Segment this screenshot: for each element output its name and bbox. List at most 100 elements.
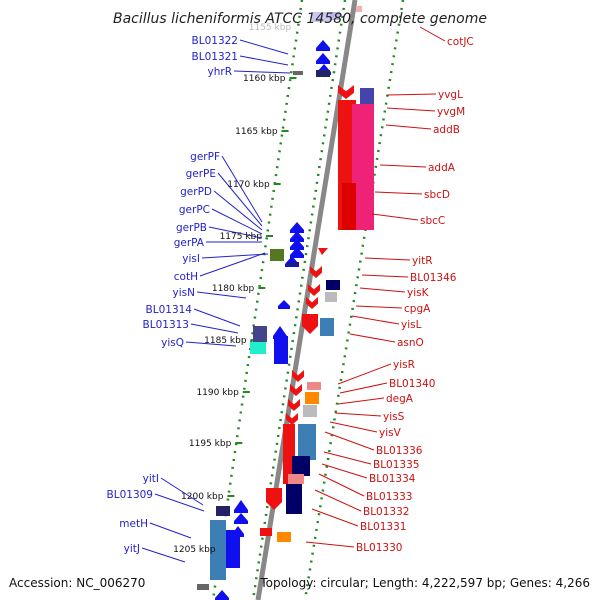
- leader-line: [217, 172, 263, 227]
- forward-gene-arrow: [234, 500, 248, 513]
- gene-label-yvgl: yvgL: [438, 89, 463, 101]
- forward-gene-arrow: [215, 590, 229, 600]
- gene-label-cpga: cpgA: [404, 303, 431, 315]
- gene-block: [288, 474, 304, 484]
- gene-label-bl01321: BL01321: [192, 51, 238, 63]
- gene-label-yvgm: yvgM: [437, 106, 465, 118]
- gene-label-bl01313: BL01313: [143, 319, 189, 331]
- leader-line: [355, 305, 403, 309]
- gene-label-bl01332: BL01332: [363, 506, 409, 518]
- gene-label-yisi: yisI: [182, 253, 200, 265]
- gene-block: [316, 70, 330, 77]
- reverse-gene-arrow: [310, 266, 322, 278]
- gene-block: [197, 584, 209, 590]
- forward-gene-arrow: [290, 231, 304, 242]
- gene-label-yisq: yisQ: [161, 337, 184, 349]
- gene-label-bl01333: BL01333: [366, 491, 412, 503]
- reverse-gene-arrow: [288, 399, 300, 411]
- leader-line: [199, 252, 266, 277]
- gene-block: [292, 456, 310, 476]
- gene-label-gerpa: gerPA: [174, 237, 205, 249]
- map-title: Bacillus licheniformis ATCC 14580, compl…: [113, 11, 487, 27]
- tick-label: 1205 kbp: [173, 545, 216, 555]
- reverse-gene-arrow: [292, 370, 304, 382]
- gene-block: [298, 424, 316, 460]
- tick-label: 1200 kbp: [181, 492, 224, 502]
- gene-block: [274, 336, 288, 364]
- leader-line: [324, 431, 375, 451]
- tick-label: 1160 kbp: [243, 74, 286, 84]
- leader-line: [208, 226, 263, 239]
- gene-label-bl01335: BL01335: [373, 459, 419, 471]
- tick-label: 1170 kbp: [227, 180, 270, 190]
- gene-label-coth: cotH: [174, 271, 198, 283]
- leader-line: [154, 493, 205, 512]
- gene-block: [330, 12, 340, 20]
- gene-label-bl01336: BL01336: [376, 445, 423, 457]
- reverse-gene-arrow: [286, 413, 298, 425]
- leader-line: [364, 257, 411, 261]
- genome-summary-text: Topology: circular; Length: 4,222,597 bp…: [259, 576, 590, 590]
- leader-line: [337, 397, 385, 405]
- tick-label: 1175 kbp: [220, 232, 263, 242]
- reverse-gene-arrow: [290, 384, 302, 396]
- leader-line: [329, 421, 378, 433]
- tick-label: 1180 kbp: [212, 284, 255, 294]
- gene-label-yhrr: yhrR: [208, 66, 232, 78]
- gene-block: [352, 104, 374, 230]
- reverse-gene-arrow: [306, 297, 318, 309]
- leader-line: [239, 55, 289, 66]
- leader-line: [419, 26, 446, 42]
- leader-line: [359, 287, 406, 293]
- gene-block: [270, 249, 284, 261]
- gene-block: [253, 326, 267, 342]
- gene-label-yisl: yisL: [401, 319, 422, 331]
- leader-line: [361, 274, 409, 278]
- gene-label-bl01340: BL01340: [389, 378, 435, 390]
- leader-line: [190, 323, 239, 334]
- gene-label-dega: degA: [386, 393, 414, 405]
- gene-label-gerpf: gerPF: [190, 151, 220, 163]
- leader-line: [213, 190, 263, 231]
- tick-label: 1195 kbp: [189, 439, 232, 449]
- leader-line: [160, 477, 204, 506]
- leader-line: [337, 363, 392, 385]
- tick-label-faded: 1155 kbp: [249, 23, 292, 33]
- gene-label-yitj: yitJ: [124, 543, 140, 555]
- leader-line: [149, 522, 192, 539]
- forward-gene-arrow: [290, 247, 304, 258]
- leader-line: [239, 39, 289, 55]
- gene-label-yitr: yitR: [412, 255, 433, 267]
- leader-line: [386, 93, 437, 96]
- leader-line: [211, 208, 263, 235]
- leader-line: [196, 291, 247, 299]
- forward-gene-arrow: [273, 326, 287, 339]
- gene-block: [303, 405, 317, 417]
- leader-line: [193, 308, 241, 327]
- leader-line: [311, 508, 359, 527]
- gene-block: [277, 532, 291, 542]
- gene-block: [286, 484, 302, 514]
- gene-block: [250, 342, 266, 354]
- tick-label: 1190 kbp: [196, 388, 239, 398]
- reverse-gene-arrow: [266, 488, 282, 510]
- gene-label-yisk: yisK: [407, 287, 430, 299]
- leader-line: [318, 473, 365, 497]
- leader-line: [351, 315, 400, 325]
- reverse-gene-arrow: [308, 284, 320, 296]
- gene-block: [342, 183, 356, 230]
- gene-label-gerpb: gerPB: [176, 222, 207, 234]
- reverse-gene-arrow: [302, 314, 318, 334]
- leader-line: [371, 213, 419, 221]
- gene-label-gerpe: gerPE: [186, 168, 216, 180]
- gene-label-gerpc: gerPC: [179, 204, 210, 216]
- gene-block: [325, 292, 337, 302]
- gene-label-asno: asnO: [397, 337, 424, 349]
- leader-line: [185, 341, 237, 347]
- gene-label-bl01331: BL01331: [360, 521, 406, 533]
- gene-block: [305, 392, 319, 404]
- gene-label-bl01314: BL01314: [146, 304, 193, 316]
- tick-label: 1165 kbp: [235, 127, 278, 137]
- leader-line: [379, 164, 427, 168]
